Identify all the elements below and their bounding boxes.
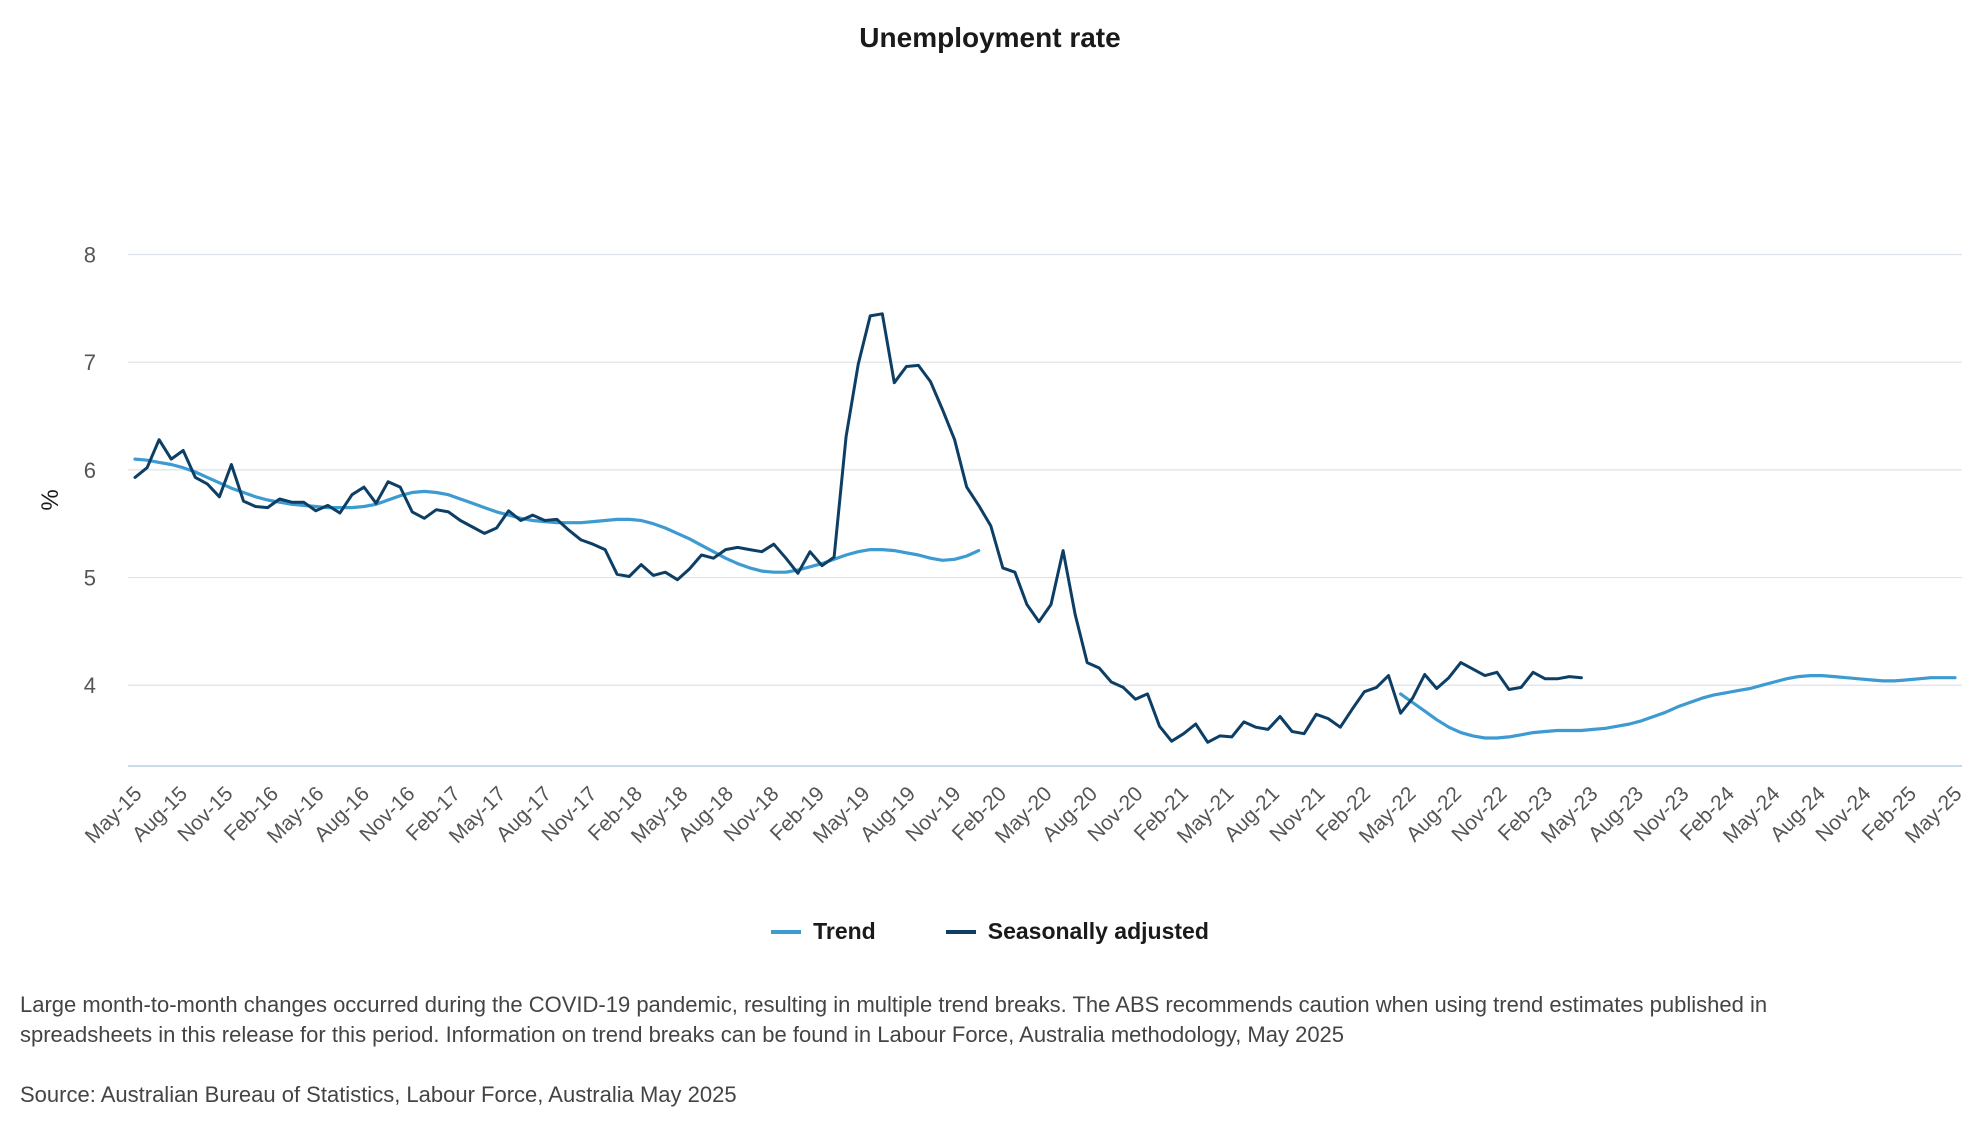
legend-swatch-trend <box>771 929 802 934</box>
legend-swatch-seasonally-adjusted <box>945 929 976 934</box>
y-tick-label-5: 5 <box>84 566 96 591</box>
legend-item-trend[interactable]: Trend <box>771 918 876 945</box>
x-axis-ticks: May-15Aug-15Nov-15Feb-16May-16Aug-16Nov-… <box>81 782 1967 848</box>
y-tick-label-6: 6 <box>84 458 96 483</box>
series-lines <box>133 312 1957 744</box>
y-axis-ticks: 4 5 6 7 8 <box>84 243 96 699</box>
legend-label-seasonally-adjusted: Seasonally adjusted <box>987 918 1209 944</box>
source-note: Source: Australian Bureau of Statistics,… <box>20 1082 737 1107</box>
gridlines <box>128 253 1962 686</box>
y-axis-label: % <box>37 489 64 510</box>
legend-item-seasonally-adjusted[interactable]: Seasonally adjusted <box>945 918 1209 945</box>
y-tick-label-4: 4 <box>84 673 96 698</box>
trend-break-note: Large month-to-month changes occurred du… <box>20 992 1768 1047</box>
y-tick-label-7: 7 <box>84 350 96 375</box>
legend: Trend Seasonally adjusted <box>0 918 1980 945</box>
series-line-seasonally-adjusted <box>133 312 1583 744</box>
chart-title: Unemployment rate <box>859 22 1121 53</box>
y-tick-label-8: 8 <box>84 243 96 268</box>
legend-label-trend: Trend <box>813 918 876 944</box>
